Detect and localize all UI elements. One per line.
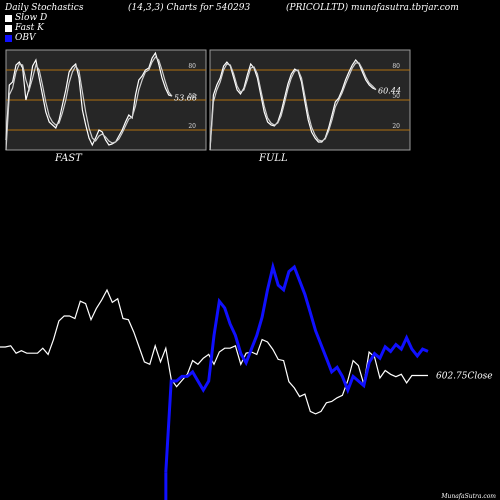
legend-label: Slow D bbox=[15, 13, 48, 23]
series-line-fast-k bbox=[5, 51, 173, 147]
legend-swatch bbox=[5, 24, 12, 32]
price-line bbox=[0, 288, 428, 415]
legend-label: OBV bbox=[15, 33, 36, 43]
legend-item-slow-d: Slow D bbox=[5, 13, 47, 23]
close-label: 602.75Close bbox=[436, 372, 493, 382]
legend-swatch bbox=[5, 14, 12, 22]
tick-label: 80 bbox=[392, 63, 400, 70]
tick-label: 20 bbox=[188, 123, 196, 130]
chart-params: (14,3,3) Charts for 540293 bbox=[128, 3, 251, 13]
site-label: (PRICOLLTD) munafasutra.tbrjar.com bbox=[286, 3, 459, 13]
legend-item-obv: OBV bbox=[5, 33, 47, 43]
tick-label: 50 bbox=[188, 93, 196, 100]
last-value-label: 53.66 bbox=[174, 93, 197, 102]
panel-label-fast: FAST bbox=[55, 153, 82, 164]
footer-text: MunafaSutra.com bbox=[441, 493, 496, 500]
legend-swatch bbox=[5, 34, 12, 42]
legend-label: Fast K bbox=[15, 23, 44, 33]
panel-label-full: FULL bbox=[259, 153, 288, 164]
tick-label: 20 bbox=[392, 123, 400, 130]
series-line-fast-k bbox=[209, 59, 377, 151]
tick-label: 80 bbox=[188, 63, 196, 70]
legend-item-fast-k: Fast K bbox=[5, 23, 47, 33]
obv-line bbox=[164, 261, 429, 473]
series-line-slow-d bbox=[5, 56, 173, 151]
series-line-slow-d bbox=[209, 62, 377, 151]
last-value-label: 60.44 bbox=[378, 87, 401, 96]
legend: Slow D Fast K OBV bbox=[5, 13, 47, 43]
tick-label: 50 bbox=[392, 93, 400, 100]
chart-title: Daily Stochastics bbox=[5, 3, 84, 13]
